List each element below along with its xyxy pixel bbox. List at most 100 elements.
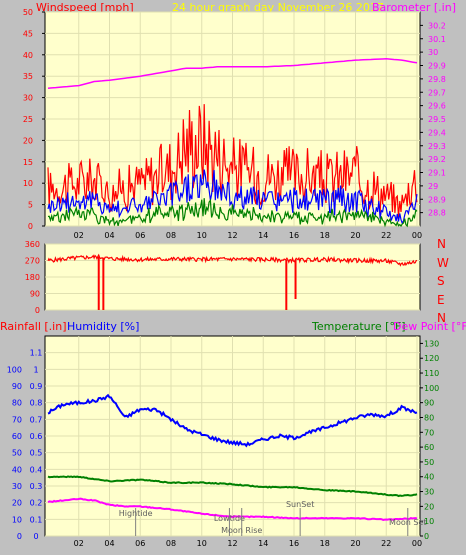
wind-x-tick-label: 14	[258, 231, 268, 240]
direction-gridlines	[45, 243, 420, 311]
baro-y-tick-label: 29.4	[428, 128, 446, 137]
baro-y-tick-label: 29	[428, 182, 438, 191]
humidity-y-tick-label: 40	[12, 465, 22, 474]
rainfall-y-axis: 0 0.1 0.2 0.3 0.4 0.5 0.6 0.7 0.8 0.9 1 1.1	[30, 349, 43, 541]
temperature-label: Temperature [°F]	[311, 320, 406, 333]
temperature-y-tick-label: 10	[424, 517, 434, 526]
baro-y-tick-label: 29.3	[428, 142, 446, 151]
wind-x-axis: 02 04 06 08 10 12 14 16 18 20 22 00	[74, 231, 422, 240]
wind-avg-series	[47, 198, 418, 228]
wind-x-tick-label: 16	[289, 231, 299, 240]
humidity-y-tick-label: 60	[12, 432, 22, 441]
top-header: Windspeed [mph] 24 hour graph day Novemb…	[36, 1, 456, 14]
rainfall-y-tick-label: 0.7	[30, 415, 43, 424]
baro-y-tick-label: 28.8	[428, 209, 446, 218]
humidity-label: Humidity [%]	[67, 320, 139, 333]
wind-y-axis: 0 5 10 15 20 25 30 35 40 45 50	[23, 8, 45, 231]
wind-y-tick-label: 25	[23, 115, 33, 124]
baro-y-tick-label: 28.9	[428, 195, 446, 204]
event-label: SunSet	[286, 500, 314, 509]
lower-x-axis: 02 04 06 08 10 12 14 16 18 20 22 00	[74, 539, 422, 548]
temperature-y-tick-label: 40	[424, 473, 434, 482]
wind-y-tick-label: 35	[23, 72, 33, 81]
wind-y-tick-label: 20	[23, 136, 33, 145]
rainfall-y-tick-label: 0.2	[30, 499, 43, 508]
temperature-y-tick-label: 90	[424, 399, 434, 408]
baro-y-tick-label: 29.9	[428, 62, 446, 71]
lower-x-tick-label: 02	[74, 539, 84, 548]
baro-y-tick-label: 29.1	[428, 169, 446, 178]
barometer-y-axis: 28.8 28.9 29 29.1 29.2 29.3 29.4 29.5 29.6 29.7 29…	[420, 21, 446, 218]
baro-y-tick-label: 29.7	[428, 88, 446, 97]
baro-y-tick-label: 29.6	[428, 102, 446, 111]
rainfall-y-tick-label: 1	[33, 365, 38, 374]
rainfall-y-tick-label: 0.5	[30, 449, 43, 458]
wind-x-tick-label: 08	[166, 231, 176, 240]
temperature-y-tick-label: 50	[424, 458, 434, 467]
humidity-y-tick-label: 0	[17, 532, 22, 541]
lower-x-tick-label: 16	[289, 539, 299, 548]
baro-y-tick-label: 30	[428, 48, 438, 57]
rainfall-label: Rainfall [.in]	[0, 320, 67, 333]
wind-y-tick-label: 5	[28, 201, 33, 210]
lower-gridlines	[45, 336, 420, 537]
windspeed-label: Windspeed [mph]	[36, 1, 134, 14]
humidity-y-tick-label: 70	[12, 415, 22, 424]
rainfall-y-tick-label: 0.6	[30, 432, 43, 441]
direction-series	[47, 253, 418, 310]
compass-label: E	[437, 293, 445, 307]
wind-series	[47, 58, 418, 228]
barometer-series	[47, 58, 418, 89]
wind-x-tick-label: 02	[74, 231, 84, 240]
compass-label: S	[437, 274, 445, 288]
dewpoint-label: Dew Point [°F]	[393, 320, 466, 333]
wind-y-tick-label: 10	[23, 179, 33, 188]
baro-y-tick-label: 29.5	[428, 115, 446, 124]
direction-y-tick-label: 360	[25, 240, 40, 249]
temperature-y-tick-label: 30	[424, 488, 434, 497]
lower-x-tick-label: 20	[350, 539, 360, 548]
direction-y-tick-label: 270	[25, 257, 40, 266]
baro-y-tick-label: 29.8	[428, 75, 446, 84]
temperature-y-tick-label: 110	[424, 369, 439, 378]
event-label: Lowtide	[214, 514, 245, 523]
temperature-y-tick-label: 130	[424, 339, 439, 348]
lower-x-tick-label: 12	[227, 539, 237, 548]
temperature-y-tick-label: 100	[424, 384, 439, 393]
wind-x-tick-label: 06	[135, 231, 145, 240]
humidity-y-tick-label: 80	[12, 399, 22, 408]
temperature-y-tick-label: 80	[424, 413, 434, 422]
rainfall-y-tick-label: 0.8	[30, 399, 43, 408]
lower-x-tick-label: 04	[104, 539, 114, 548]
graph-title: 24 hour graph day November 26 2017	[172, 1, 384, 14]
wind-x-tick-label: 04	[104, 231, 114, 240]
event-label: Moon Set	[389, 518, 426, 527]
humidity-y-tick-label: 100	[7, 365, 22, 374]
baro-y-tick-label: 29.2	[428, 155, 446, 164]
lower-x-tick-label: 06	[135, 539, 145, 548]
wind-x-tick-label: 22	[381, 231, 391, 240]
wind-y-tick-label: 30	[23, 94, 33, 103]
dewpoint-series	[47, 497, 418, 521]
baro-y-tick-label: 30.1	[428, 35, 446, 44]
rainfall-y-tick-label: 1.1	[30, 349, 43, 358]
compass-label: N	[437, 311, 446, 325]
wind-y-tick-label: 40	[23, 51, 33, 60]
temperature-y-tick-label: 60	[424, 443, 434, 452]
wind-direction-series	[47, 253, 418, 267]
wind-x-tick-label: 12	[227, 231, 237, 240]
lower-x-tick-label: 14	[258, 539, 268, 548]
direction-y-tick-label: 180	[25, 273, 40, 282]
wind-y-tick-label: 0	[28, 222, 33, 231]
rainfall-y-tick-label: 0.3	[30, 482, 43, 491]
temperature-y-tick-label: 0	[424, 532, 429, 541]
temperature-y-tick-label: 20	[424, 502, 434, 511]
humidity-y-tick-label: 30	[12, 482, 22, 491]
wind-x-tick-label: 20	[350, 231, 360, 240]
rainfall-y-tick-label: 0	[33, 532, 38, 541]
humidity-y-tick-label: 20	[12, 499, 22, 508]
compass-label: N	[437, 237, 446, 251]
wind-y-tick-label: 50	[23, 8, 33, 17]
